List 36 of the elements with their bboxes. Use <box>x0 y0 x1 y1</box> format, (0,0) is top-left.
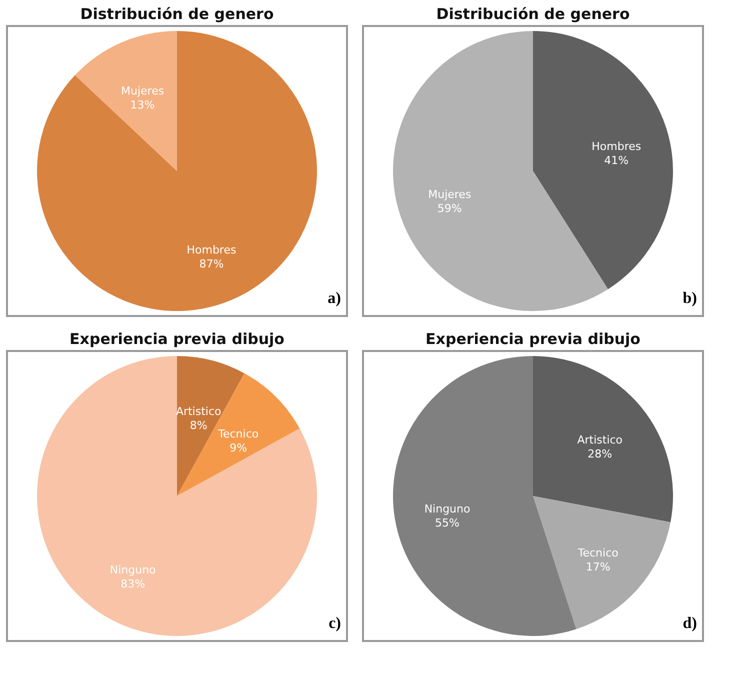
slice-label: Artistico <box>176 404 222 418</box>
data-label: 17% <box>586 560 610 574</box>
pie-slice <box>37 356 317 636</box>
pie-slice <box>533 31 673 290</box>
pie-slice <box>37 31 317 311</box>
chart-title: Experiencia previa dibujo <box>426 330 640 348</box>
text: d) <box>682 615 697 632</box>
data-label: 87% <box>199 258 224 271</box>
data-label: 28% <box>588 448 612 461</box>
pie-slice <box>393 356 576 636</box>
slice-label: Hombres <box>186 244 236 257</box>
pie-slice <box>74 31 177 171</box>
pie-slice <box>177 373 300 496</box>
slice-label: Tecnico <box>217 428 259 441</box>
data-label: 83% <box>120 578 146 591</box>
text: c) <box>328 615 341 632</box>
slice-label: Hombres <box>592 140 642 153</box>
slice-label: Mujeres <box>120 84 164 98</box>
slice-label: Artistico <box>577 434 623 447</box>
text: b) <box>682 290 697 307</box>
slice-label: Tecnico <box>576 546 619 560</box>
pie-slice <box>533 356 673 522</box>
chart-title: Distribución de genero <box>80 5 274 23</box>
data-label: 41% <box>604 154 629 167</box>
chart-title: Experiencia previa dibujo <box>70 330 284 348</box>
data-label: 9% <box>230 442 248 455</box>
slice-label: Ninguno <box>110 564 156 577</box>
data-label: 55% <box>435 516 460 530</box>
data-label: 13% <box>130 98 155 112</box>
data-label: 8% <box>190 418 208 432</box>
pie-slice <box>533 496 671 630</box>
slice-label: Ninguno <box>424 502 470 516</box>
chart-title: Distribución de genero <box>436 5 630 23</box>
data-label: 59% <box>437 202 462 216</box>
text: a) <box>328 290 341 307</box>
slice-label: Mujeres <box>428 188 472 202</box>
